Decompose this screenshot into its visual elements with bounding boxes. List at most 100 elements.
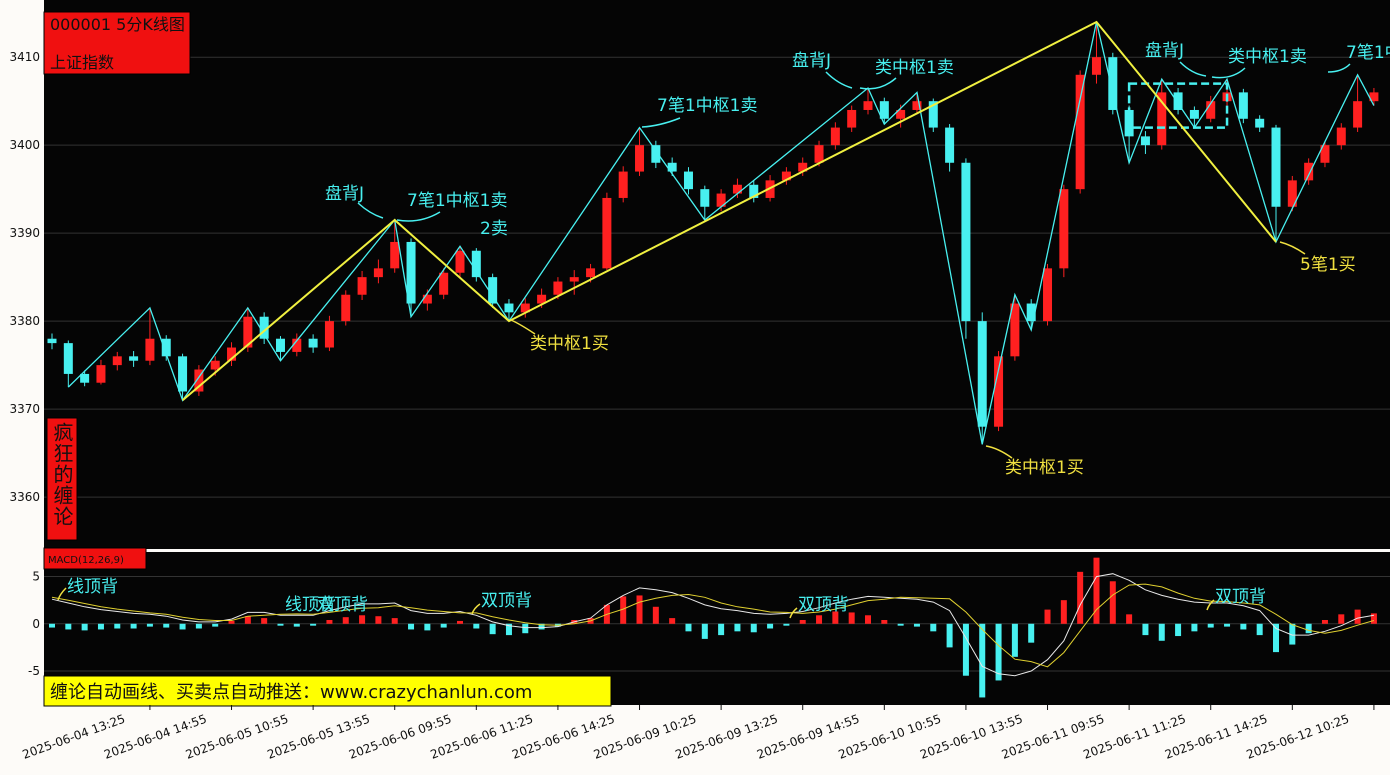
macd-bar <box>277 623 284 626</box>
zhongshu <box>1127 82 1229 129</box>
candle-body <box>618 171 628 198</box>
macd-line <box>51 573 1374 677</box>
macd-bar <box>1028 623 1035 643</box>
macd-bar <box>457 620 463 624</box>
annotation: 类中枢1买 <box>1005 458 1084 478</box>
candle-body <box>651 145 661 163</box>
banner: 缠论自动画线、买卖点自动推送：www.crazychanlun.com <box>50 682 532 703</box>
annotation: 7笔1中枢1卖 <box>407 191 507 211</box>
annotation: 7笔1中枢1卖 <box>657 96 757 116</box>
macd-bar <box>424 623 431 631</box>
annotation: 类中枢1卖 <box>875 58 954 78</box>
candle-body <box>1189 109 1199 119</box>
annotation: 类中枢1卖 <box>1228 47 1307 67</box>
macd-bar <box>962 623 969 676</box>
candle-body <box>1026 303 1036 322</box>
macd-bar <box>114 623 121 629</box>
macd-bar <box>130 623 137 629</box>
candle-body <box>341 294 351 322</box>
macd-bar <box>1191 623 1198 632</box>
chart-subtitle: 上证指数 <box>50 53 114 72</box>
macd-bar <box>146 623 153 627</box>
macd-bar <box>522 623 529 634</box>
annotation: 双顶背 <box>1215 587 1266 607</box>
annotation: 7笔1中 <box>1346 43 1390 63</box>
macd-bar <box>408 623 415 630</box>
plot-area <box>44 20 1390 698</box>
candle-body <box>879 101 889 119</box>
macd-bar <box>1289 623 1296 645</box>
banner-box <box>43 675 612 707</box>
macd-bar <box>163 623 170 628</box>
candle-body <box>945 127 955 163</box>
macd-bar <box>1060 600 1067 624</box>
macd-bar <box>195 623 202 629</box>
candle-body <box>1108 57 1118 110</box>
macd-bar <box>1338 614 1345 624</box>
annotation-arrow <box>1179 61 1207 77</box>
candle-body <box>586 268 596 278</box>
chart-title: 000001 5分K线图 <box>50 15 185 34</box>
watermark: 疯狂的缠论 <box>50 422 74 527</box>
macd-bar <box>1305 623 1312 634</box>
candle-body <box>422 294 432 304</box>
candle-body <box>1010 303 1020 357</box>
y-tick-label: 3370 <box>9 402 40 416</box>
candle-body <box>1091 57 1101 75</box>
candle-body <box>80 373 90 383</box>
macd-bar <box>81 623 88 631</box>
candle-body <box>1206 101 1216 119</box>
candle-body <box>749 184 759 198</box>
macd-bar <box>701 623 708 639</box>
macd-bar <box>897 623 904 626</box>
candle-body <box>275 338 285 352</box>
annotation-arrow <box>1279 241 1306 255</box>
candle-body <box>488 277 498 304</box>
annotation: 盘背J <box>792 51 831 71</box>
candle-body <box>47 338 57 344</box>
candle-body <box>977 321 987 427</box>
y-tick-label: 3400 <box>9 138 40 152</box>
macd-bar <box>1142 623 1149 636</box>
macd-bar <box>212 623 219 627</box>
macd-bar <box>995 623 1002 681</box>
bi-line <box>67 21 1375 445</box>
candle-body <box>210 360 220 370</box>
macd-bar <box>310 623 317 626</box>
candle-body <box>961 162 971 322</box>
annotation-arrow <box>1327 63 1351 73</box>
macd-bar <box>261 618 268 624</box>
candle-body <box>830 127 840 146</box>
candle-body <box>602 197 612 269</box>
annotation-arrow <box>471 603 481 615</box>
candle-body <box>243 316 253 348</box>
candle-body <box>683 171 693 190</box>
segment-line <box>181 20 1277 402</box>
candle-body <box>732 184 742 194</box>
annotation-arrow <box>57 587 67 601</box>
macd-bar <box>1158 623 1165 641</box>
macd-bar <box>1011 623 1018 657</box>
annotation: 盘背J <box>325 184 364 204</box>
candle-body <box>292 338 302 352</box>
macd-bar <box>65 623 72 630</box>
annotation: 2卖 <box>480 219 508 239</box>
candle-body <box>1304 162 1314 181</box>
annotation: 盘背J <box>1145 41 1184 61</box>
candle-body <box>537 294 547 304</box>
candle-body <box>1140 136 1150 146</box>
annotation-arrow <box>985 445 1013 459</box>
annotation-arrow <box>641 117 681 128</box>
candle-body <box>504 303 514 313</box>
macd-bar <box>865 615 871 624</box>
candle-body <box>308 338 318 348</box>
macd-bar <box>440 623 447 628</box>
candle-body <box>194 369 204 392</box>
annotation: 双顶背 <box>481 591 532 611</box>
macd-bar <box>228 620 235 624</box>
annotations: 盘背J 7笔1中枢1卖 2卖 类中枢1买 7笔1中枢1卖 盘背J 类中枢1卖 类… <box>57 41 1390 619</box>
candle-body <box>439 272 449 295</box>
annotation: 5笔1买 <box>1300 255 1356 275</box>
macd-line <box>51 583 1375 668</box>
